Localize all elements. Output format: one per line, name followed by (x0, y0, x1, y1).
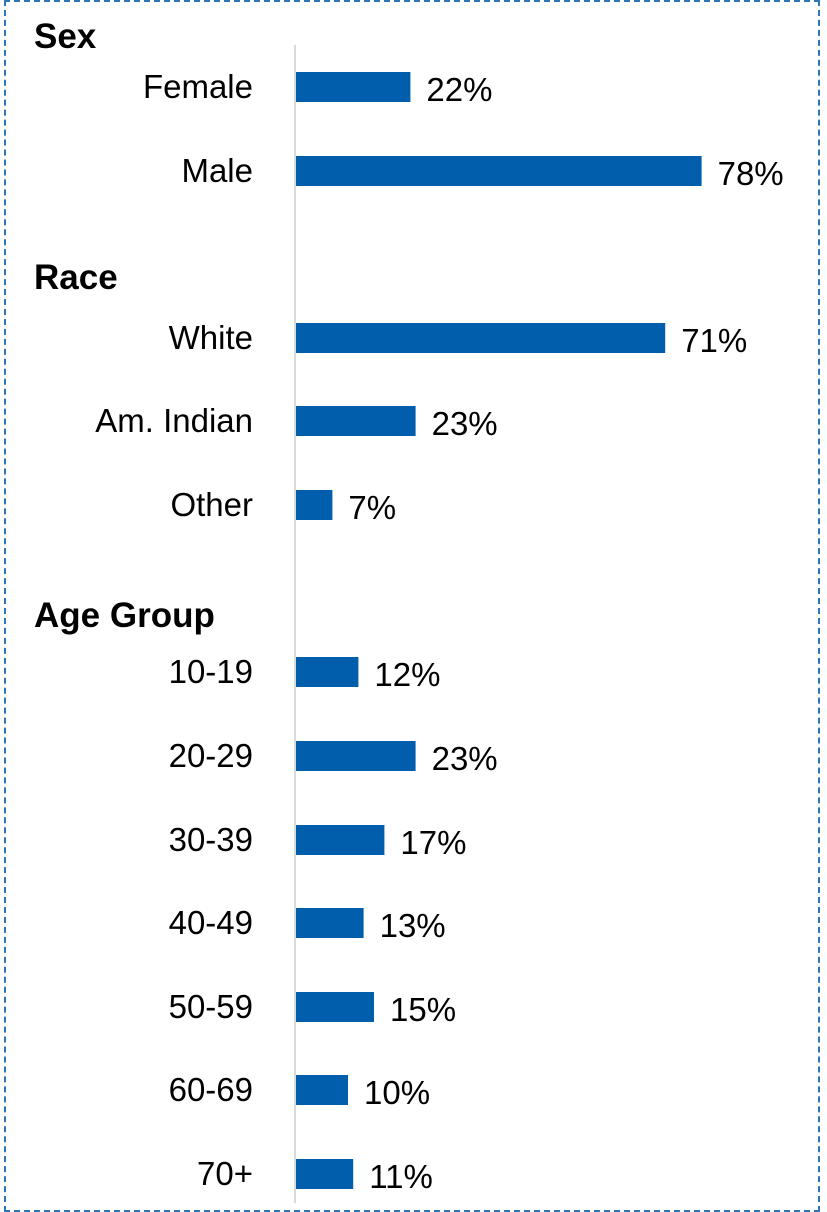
bar (296, 323, 666, 353)
value-label: 78% (718, 155, 784, 192)
bar (296, 825, 385, 855)
category-label: Female (143, 68, 253, 105)
value-label: 71% (681, 322, 747, 359)
value-label: 7% (348, 489, 396, 526)
bar (296, 490, 333, 520)
bar (296, 992, 374, 1022)
group-title: Age Group (34, 596, 215, 635)
chart-groups: Sex Female 22% Male 78% Race White 71% Am. India… (34, 17, 784, 1195)
bar (296, 741, 416, 771)
bar (296, 72, 411, 102)
category-label: Other (170, 486, 253, 523)
value-label: 10% (364, 1074, 430, 1111)
category-label: Am. Indian (95, 402, 253, 439)
value-label: 23% (432, 740, 498, 777)
value-label: 12% (374, 656, 440, 693)
category-label: 70+ (197, 1155, 253, 1192)
bar (296, 156, 702, 186)
category-label: 40-49 (169, 904, 253, 941)
category-label: 30-39 (169, 821, 253, 858)
category-label: White (169, 319, 253, 356)
value-label: 23% (432, 405, 498, 442)
value-label: 15% (390, 991, 456, 1028)
bar (296, 1159, 354, 1189)
category-label: 20-29 (169, 737, 253, 774)
group-title: Race (34, 258, 118, 297)
bar (296, 406, 416, 436)
bar (296, 657, 359, 687)
group-race: Race White 71% Am. Indian 23% Other 7% (34, 258, 747, 526)
bar (296, 1075, 348, 1105)
value-label: 13% (380, 907, 446, 944)
group-age-group: Age Group 10-19 12% 20-29 23% 30-39 17% 40-49 13… (34, 596, 498, 1195)
category-label: 60-69 (169, 1071, 253, 1108)
bar (296, 908, 364, 938)
value-label: 11% (369, 1158, 433, 1195)
category-label: 10-19 (169, 653, 253, 690)
value-label: 22% (426, 71, 492, 108)
value-label: 17% (400, 824, 466, 861)
category-label: Male (181, 152, 253, 189)
group-sex: Sex Female 22% Male 78% (34, 17, 784, 192)
category-label: 50-59 (169, 988, 253, 1025)
group-title: Sex (34, 17, 97, 56)
